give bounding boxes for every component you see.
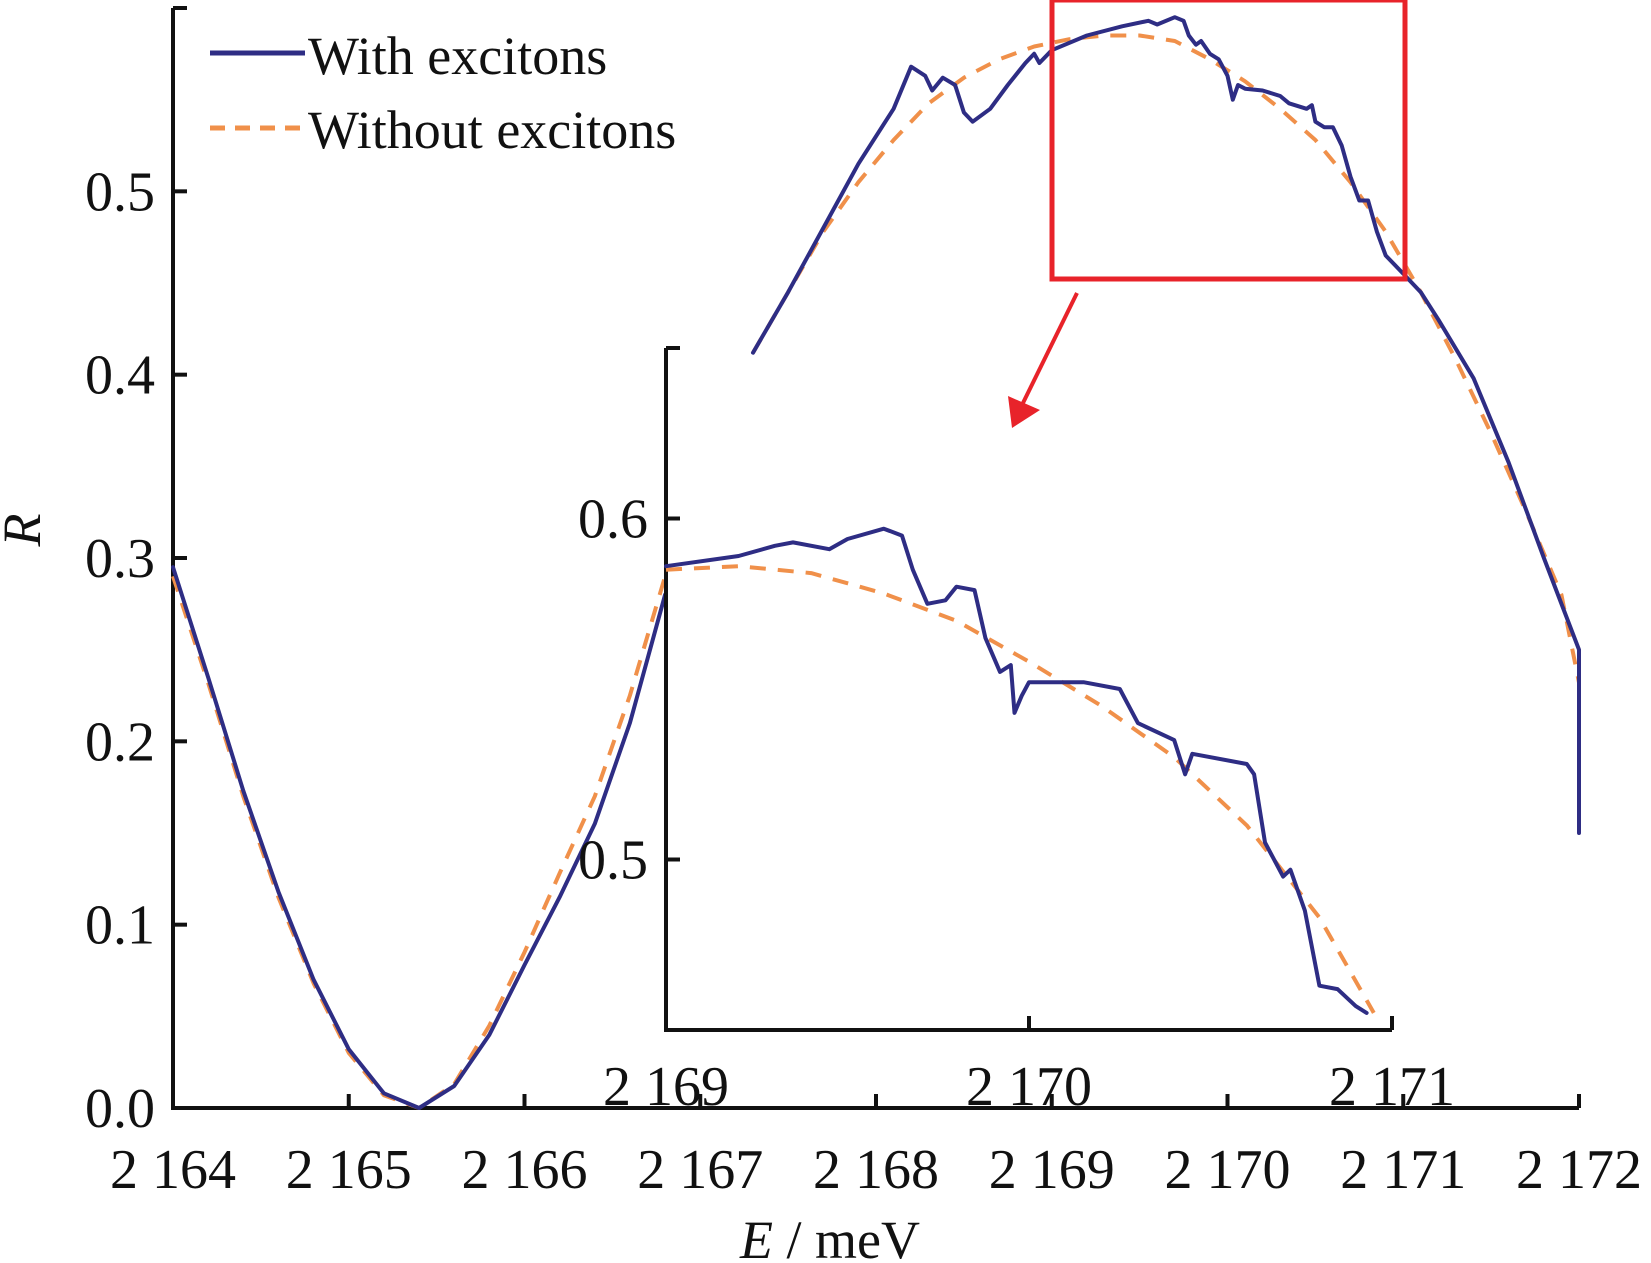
zoom-highlight-box [1008,0,1408,428]
legend-label-without-excitons: Without excitons [308,100,676,160]
zoom-arrow-head [1008,396,1040,428]
main-x-tick-label: 2 165 [286,1139,412,1201]
inset-area [666,350,1408,1030]
inset-series-without-excitons-line [665,564,1376,1014]
inset-x-tick-label: 2 170 [966,1056,1092,1118]
main-x-tick-label: 2 168 [813,1139,939,1201]
legend: With excitons Without excitons [210,26,676,160]
main-x-tick-label: 2 172 [1516,1139,1642,1201]
main-x-tick-label: 2 170 [1165,1139,1291,1201]
main-y-tick-label: 0.0 [85,1078,155,1140]
main-y-tick-label: 0.2 [85,711,155,773]
main-x-tick-label: 2 166 [462,1139,588,1201]
x-axis-title-variable: E [739,1210,773,1263]
x-axis-title-unit: / meV [773,1210,920,1263]
zoom-rectangle [1049,0,1408,282]
zoom-arrow-line [1020,292,1079,406]
main-y-tick-label: 0.1 [85,895,155,957]
x-axis-title: E / meV [739,1210,920,1263]
y-axis-title: R [0,514,52,548]
inset-y-tick-label: 0.5 [578,830,648,892]
main-y-tick-label: 0.5 [85,161,155,223]
legend-label-with-excitons: With excitons [308,26,607,86]
inset-series-with-excitons-line [664,526,1369,1015]
main-series-with-excitons-line [751,15,1581,835]
main-series-without-excitons-line [751,33,1581,806]
inset-x-tick-label: 2 169 [603,1056,729,1118]
main-x-tick-label: 2 169 [989,1139,1115,1201]
main-x-tick-label: 2 171 [1340,1139,1466,1201]
main-x-tick-label: 2 164 [110,1139,236,1201]
main-y-tick-label: 0.4 [85,345,155,407]
inset-y-tick-label: 0.6 [578,489,648,551]
inset-plot: 2 169 2 170 2 171 0.5 0.6 [578,346,1455,1118]
inset-x-tick-label: 2 171 [1329,1056,1455,1118]
main-y-tick-label: 0.3 [85,528,155,590]
main-x-tick-label: 2 167 [637,1139,763,1201]
main-plot: 2 164 2 165 2 166 2 167 2 168 2 169 2 170 2 171… [85,6,1642,1201]
main-series-with-excitons-line [171,565,668,1110]
